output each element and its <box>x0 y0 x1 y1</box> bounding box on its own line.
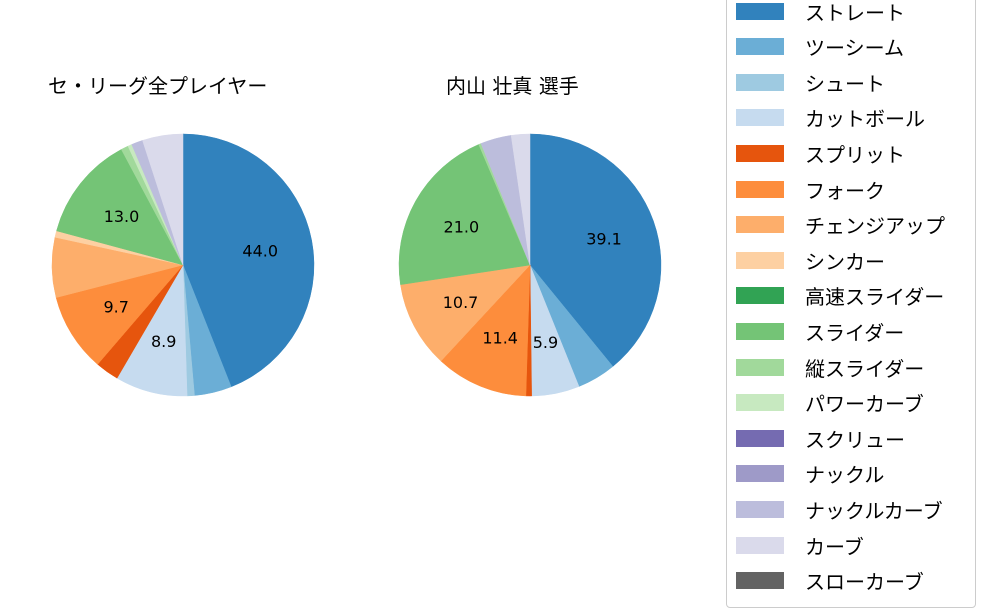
legend-item: カーブ <box>736 533 864 559</box>
legend-label: スプリット <box>805 142 905 167</box>
pie-slice <box>510 133 531 266</box>
legend-label: カットボール <box>805 107 925 132</box>
legend-label: シュート <box>805 71 885 96</box>
legend-swatch <box>736 216 784 234</box>
legend-item: フォーク <box>736 177 885 203</box>
slice-value-label: 21.0 <box>444 218 480 237</box>
legend-item: シュート <box>736 70 885 96</box>
legend-item: ナックルカーブ <box>736 497 943 523</box>
slice-value-label: 39.1 <box>586 230 622 249</box>
pie-slice <box>529 133 662 367</box>
legend-label: ナックル <box>805 463 885 488</box>
legend-swatch <box>736 2 784 20</box>
legend-item: ツーシーム <box>736 35 904 61</box>
legend-item: 高速スライダー <box>736 284 945 310</box>
slice-value-label: 8.9 <box>151 332 176 351</box>
legend-item: スクリュー <box>736 426 905 452</box>
legend-item: チェンジアップ <box>736 213 945 239</box>
slice-value-label: 10.7 <box>443 293 479 312</box>
slice-value-label: 13.0 <box>104 207 140 226</box>
legend-label: スローカーブ <box>805 570 924 595</box>
legend-item: シンカー <box>736 248 885 274</box>
pie-slice <box>398 144 531 285</box>
legend-swatch <box>736 251 784 269</box>
right-chart-title: 内山 壮真 選手 <box>446 74 579 98</box>
legend-swatch <box>736 180 784 198</box>
legend-swatch <box>736 287 784 305</box>
legend-item: カットボール <box>736 106 925 132</box>
slice-value-label: 9.7 <box>104 297 129 316</box>
legend-swatch <box>736 358 784 376</box>
pie-slice <box>56 149 184 266</box>
slice-value-label: 44.0 <box>242 241 278 260</box>
legend-swatch <box>736 38 784 56</box>
pie-slice <box>55 264 184 365</box>
slice-value-label: 11.4 <box>482 329 518 348</box>
legend-item: ストレート <box>736 0 905 25</box>
legend-label: ナックルカーブ <box>805 498 943 523</box>
left-chart-title: セ・リーグ全プレイヤー <box>48 74 268 98</box>
legend-label: スライダー <box>805 320 905 345</box>
legend-item: スローカーブ <box>736 569 924 595</box>
legend-label: スクリュー <box>805 427 905 452</box>
legend-swatch <box>736 73 784 91</box>
legend-item: パワーカーブ <box>736 391 924 417</box>
legend-label: フォーク <box>805 178 885 203</box>
pie-slice <box>182 133 315 388</box>
legend-label: ツーシーム <box>805 36 904 61</box>
legend-item: 縦スライダー <box>736 355 925 381</box>
legend-label: パワーカーブ <box>805 392 924 417</box>
pie-slice <box>440 264 531 397</box>
legend-item: スライダー <box>736 319 905 345</box>
pie-slice <box>400 264 531 362</box>
legend-swatch <box>736 322 784 340</box>
legend-swatch <box>736 109 784 127</box>
legend-label: カーブ <box>805 534 864 559</box>
legend-label: チェンジアップ <box>805 214 945 239</box>
legend-label: ストレート <box>805 0 905 25</box>
legend-swatch <box>736 500 784 518</box>
slice-value-label: 5.9 <box>533 333 558 352</box>
legend-swatch <box>736 536 784 554</box>
legend-swatch <box>736 394 784 412</box>
legend-item: ナックル <box>736 462 885 488</box>
legend-swatch <box>736 429 784 447</box>
legend-label: 高速スライダー <box>805 285 945 310</box>
legend-swatch <box>736 144 784 162</box>
legend: ストレートツーシームシュートカットボール スプリットフォークチェンジアップ シンカー… <box>726 0 976 608</box>
legend-label: 縦スライダー <box>805 356 925 381</box>
legend-swatch <box>736 465 784 483</box>
legend-swatch <box>736 572 784 590</box>
pie-slice <box>142 133 184 266</box>
legend-item: スプリット <box>736 141 905 167</box>
legend-label: シンカー <box>805 249 885 274</box>
